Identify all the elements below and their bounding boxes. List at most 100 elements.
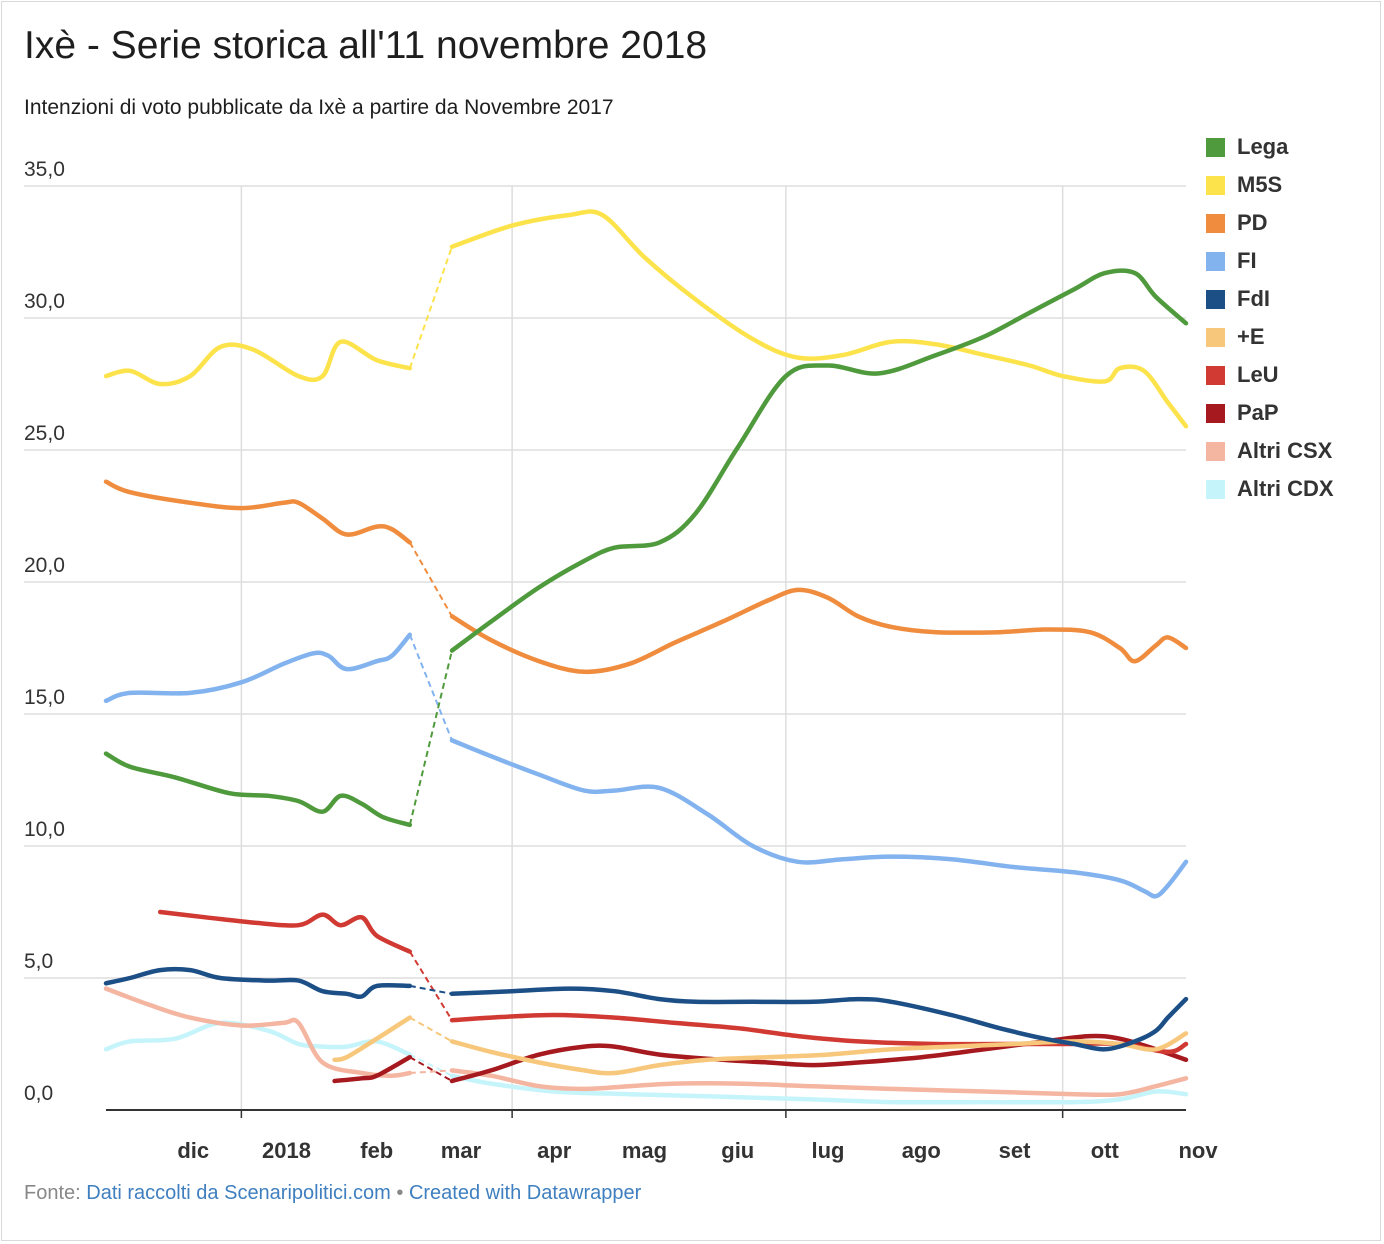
legend-label: PaP <box>1237 400 1279 425</box>
legend-label: Altri CSX <box>1237 438 1333 463</box>
legend-swatch <box>1206 403 1225 423</box>
legend-swatch <box>1206 365 1225 385</box>
series-pap <box>332 1033 1189 1084</box>
series-gap-connector <box>408 650 453 826</box>
legend-item: M5S <box>1206 166 1334 204</box>
legend-item: PaP <box>1206 394 1334 432</box>
legend-label: PD <box>1237 210 1268 235</box>
series-line <box>103 632 413 704</box>
series-line <box>103 966 413 1000</box>
series-line <box>103 751 413 828</box>
series-fi <box>103 632 1189 899</box>
legend-swatch <box>1206 251 1225 271</box>
legend-item: Altri CDX <box>1206 470 1334 508</box>
y-tick-label: 10,0 <box>24 818 65 841</box>
series-gap-connector <box>408 541 453 617</box>
series-gap-connector <box>409 1053 453 1077</box>
series-line <box>332 1054 413 1084</box>
y-tick-label: 15,0 <box>24 686 65 709</box>
series-line <box>103 479 413 545</box>
series-line <box>449 986 1189 1052</box>
source-prefix: Fonte: <box>24 1182 87 1204</box>
chart-subtitle: Intenzioni di voto pubblicate da Ixè a p… <box>24 96 614 119</box>
legend-item: FdI <box>1206 280 1334 318</box>
series-line <box>449 1073 1189 1105</box>
x-tick-label: mar <box>441 1138 482 1163</box>
series-line <box>449 268 1189 653</box>
series-altri-cdx <box>103 1020 1189 1105</box>
legend-label: +E <box>1237 324 1265 349</box>
legend-label: M5S <box>1237 172 1283 197</box>
footer-separator: • <box>390 1182 409 1204</box>
legend-swatch <box>1206 441 1225 461</box>
x-tick-label: apr <box>537 1138 572 1163</box>
series-m5s <box>103 209 1189 429</box>
chart-title: Ixè - Serie storica all'11 novembre 2018 <box>24 24 708 67</box>
legend-item: Altri CSX <box>1206 432 1334 470</box>
series-line <box>449 1033 1189 1084</box>
legend-swatch <box>1206 327 1225 347</box>
series-line <box>157 909 413 954</box>
x-tick-label: lug <box>812 1138 845 1163</box>
legend-label: Altri CDX <box>1237 476 1334 501</box>
legend-label: FI <box>1237 248 1257 273</box>
x-axis: dic 2018 feb mar apr mag giu lug ago set ott nov <box>177 1138 1218 1163</box>
x-tick-label: nov <box>1178 1138 1218 1163</box>
x-tick-label: giu <box>721 1138 754 1163</box>
series-pd <box>103 479 1189 675</box>
x-tick-label: set <box>999 1138 1031 1163</box>
series-gap-connector <box>409 1016 453 1043</box>
series-fdi <box>103 966 1189 1052</box>
datawrapper-credit-link[interactable]: Created with Datawrapper <box>408 1182 642 1204</box>
legend-item: Lega <box>1206 128 1334 166</box>
series-line <box>103 1020 413 1057</box>
series-leu <box>157 909 1189 1055</box>
series-line <box>332 1015 413 1063</box>
y-axis: 0,0 5,0 10,0 15,0 20,0 25,0 30,0 35,0 <box>24 158 65 1105</box>
series-lines <box>103 209 1189 1105</box>
y-tick-label: 20,0 <box>24 554 65 577</box>
series-gap-connector <box>409 1056 453 1082</box>
series-line <box>103 986 413 1078</box>
chart-footer: Fonte: Dati raccolti da Scenaripolitici.… <box>24 1180 641 1206</box>
x-tick-label: dic <box>177 1138 209 1163</box>
series-line <box>449 209 1189 429</box>
series-gap-connector <box>408 951 453 1021</box>
legend-item: +E <box>1206 318 1334 356</box>
legend-swatch <box>1206 213 1225 233</box>
series-line <box>449 1068 1189 1098</box>
legend-swatch <box>1206 137 1225 157</box>
chart-grid <box>24 185 1186 1118</box>
legend-swatch <box>1206 479 1225 499</box>
series-line <box>449 587 1189 675</box>
series--e <box>332 1015 1189 1076</box>
legend-label: Lega <box>1237 134 1289 159</box>
series-gap-connector <box>408 634 453 741</box>
legend-item: LeU <box>1206 356 1334 394</box>
y-tick-label: 30,0 <box>24 290 65 313</box>
y-tick-label: 0,0 <box>24 1082 53 1105</box>
y-tick-label: 5,0 <box>24 950 53 973</box>
series-line <box>449 738 1189 899</box>
series-gap-connector <box>409 984 453 995</box>
legend-label: LeU <box>1237 362 1279 387</box>
legend-swatch <box>1206 289 1225 309</box>
series-gap-connector <box>408 246 453 369</box>
source-link[interactable]: Dati raccolti da Scenaripolitici.com <box>86 1182 391 1204</box>
y-tick-label: 25,0 <box>24 422 65 445</box>
y-tick-label: 35,0 <box>24 158 65 181</box>
series-lega <box>103 268 1189 828</box>
x-tick-label: mag <box>622 1138 667 1163</box>
chart-legend: Lega M5S PD FI FdI +E LeU PaP Altri CSX Altri CDX <box>1206 128 1334 508</box>
series-line <box>103 339 413 387</box>
legend-item: FI <box>1206 242 1334 280</box>
series-gap-connector <box>409 1069 453 1075</box>
x-tick-label: feb <box>360 1138 393 1163</box>
legend-label: FdI <box>1237 286 1270 311</box>
legend-swatch <box>1206 175 1225 195</box>
series-line <box>449 1031 1189 1076</box>
x-tick-label: ott <box>1091 1138 1120 1163</box>
x-tick-label: ago <box>902 1138 941 1163</box>
